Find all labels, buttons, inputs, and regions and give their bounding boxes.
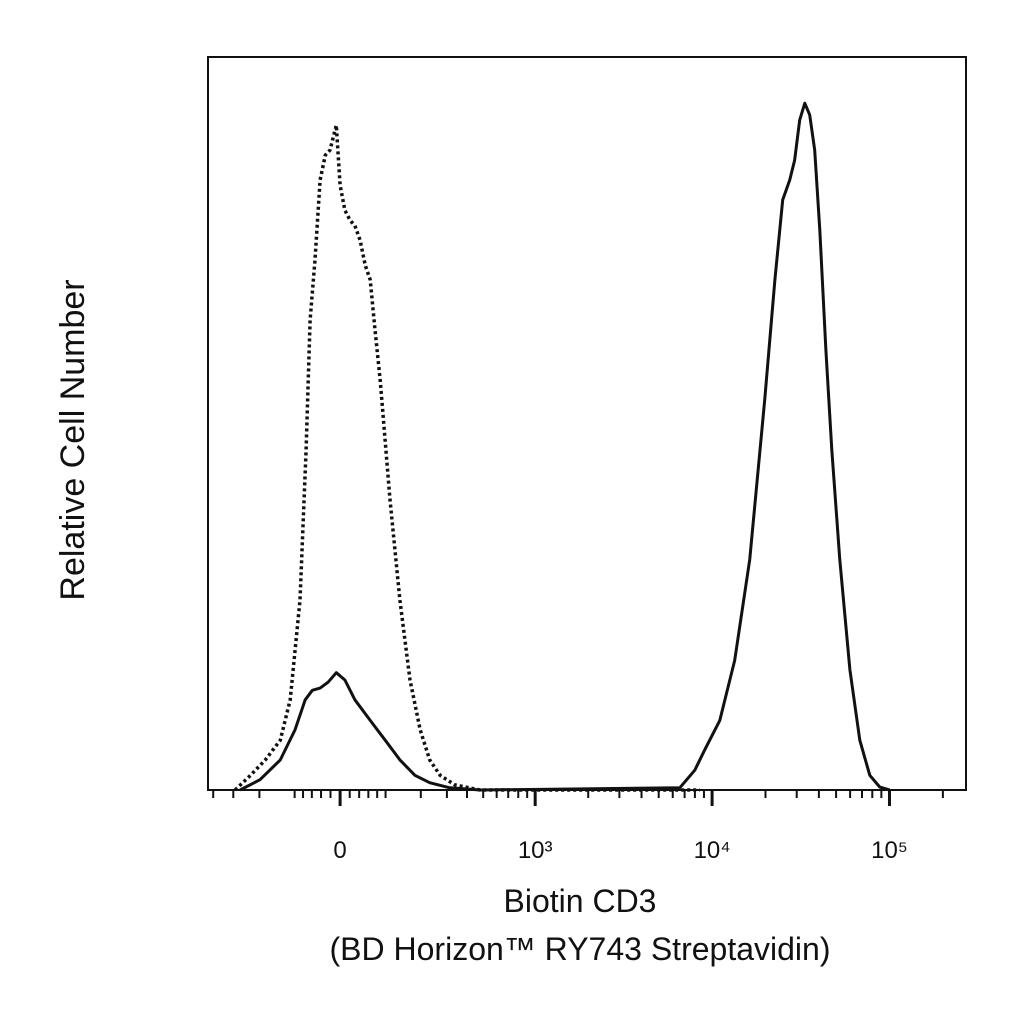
- x-tick-label: 10⁴: [694, 837, 731, 864]
- x-axis-label: (BD Horizon™ RY743 Streptavidin): [330, 931, 831, 967]
- x-tick-label: 10⁵: [871, 837, 908, 864]
- x-axis-label: Biotin CD3: [504, 883, 657, 919]
- x-tick-label: 0: [333, 837, 346, 864]
- x-tick-label: 10³: [518, 837, 553, 864]
- histogram-line: [239, 101, 891, 792]
- y-axis-label: Relative Cell Number: [54, 279, 92, 600]
- histogram-line: [233, 123, 700, 792]
